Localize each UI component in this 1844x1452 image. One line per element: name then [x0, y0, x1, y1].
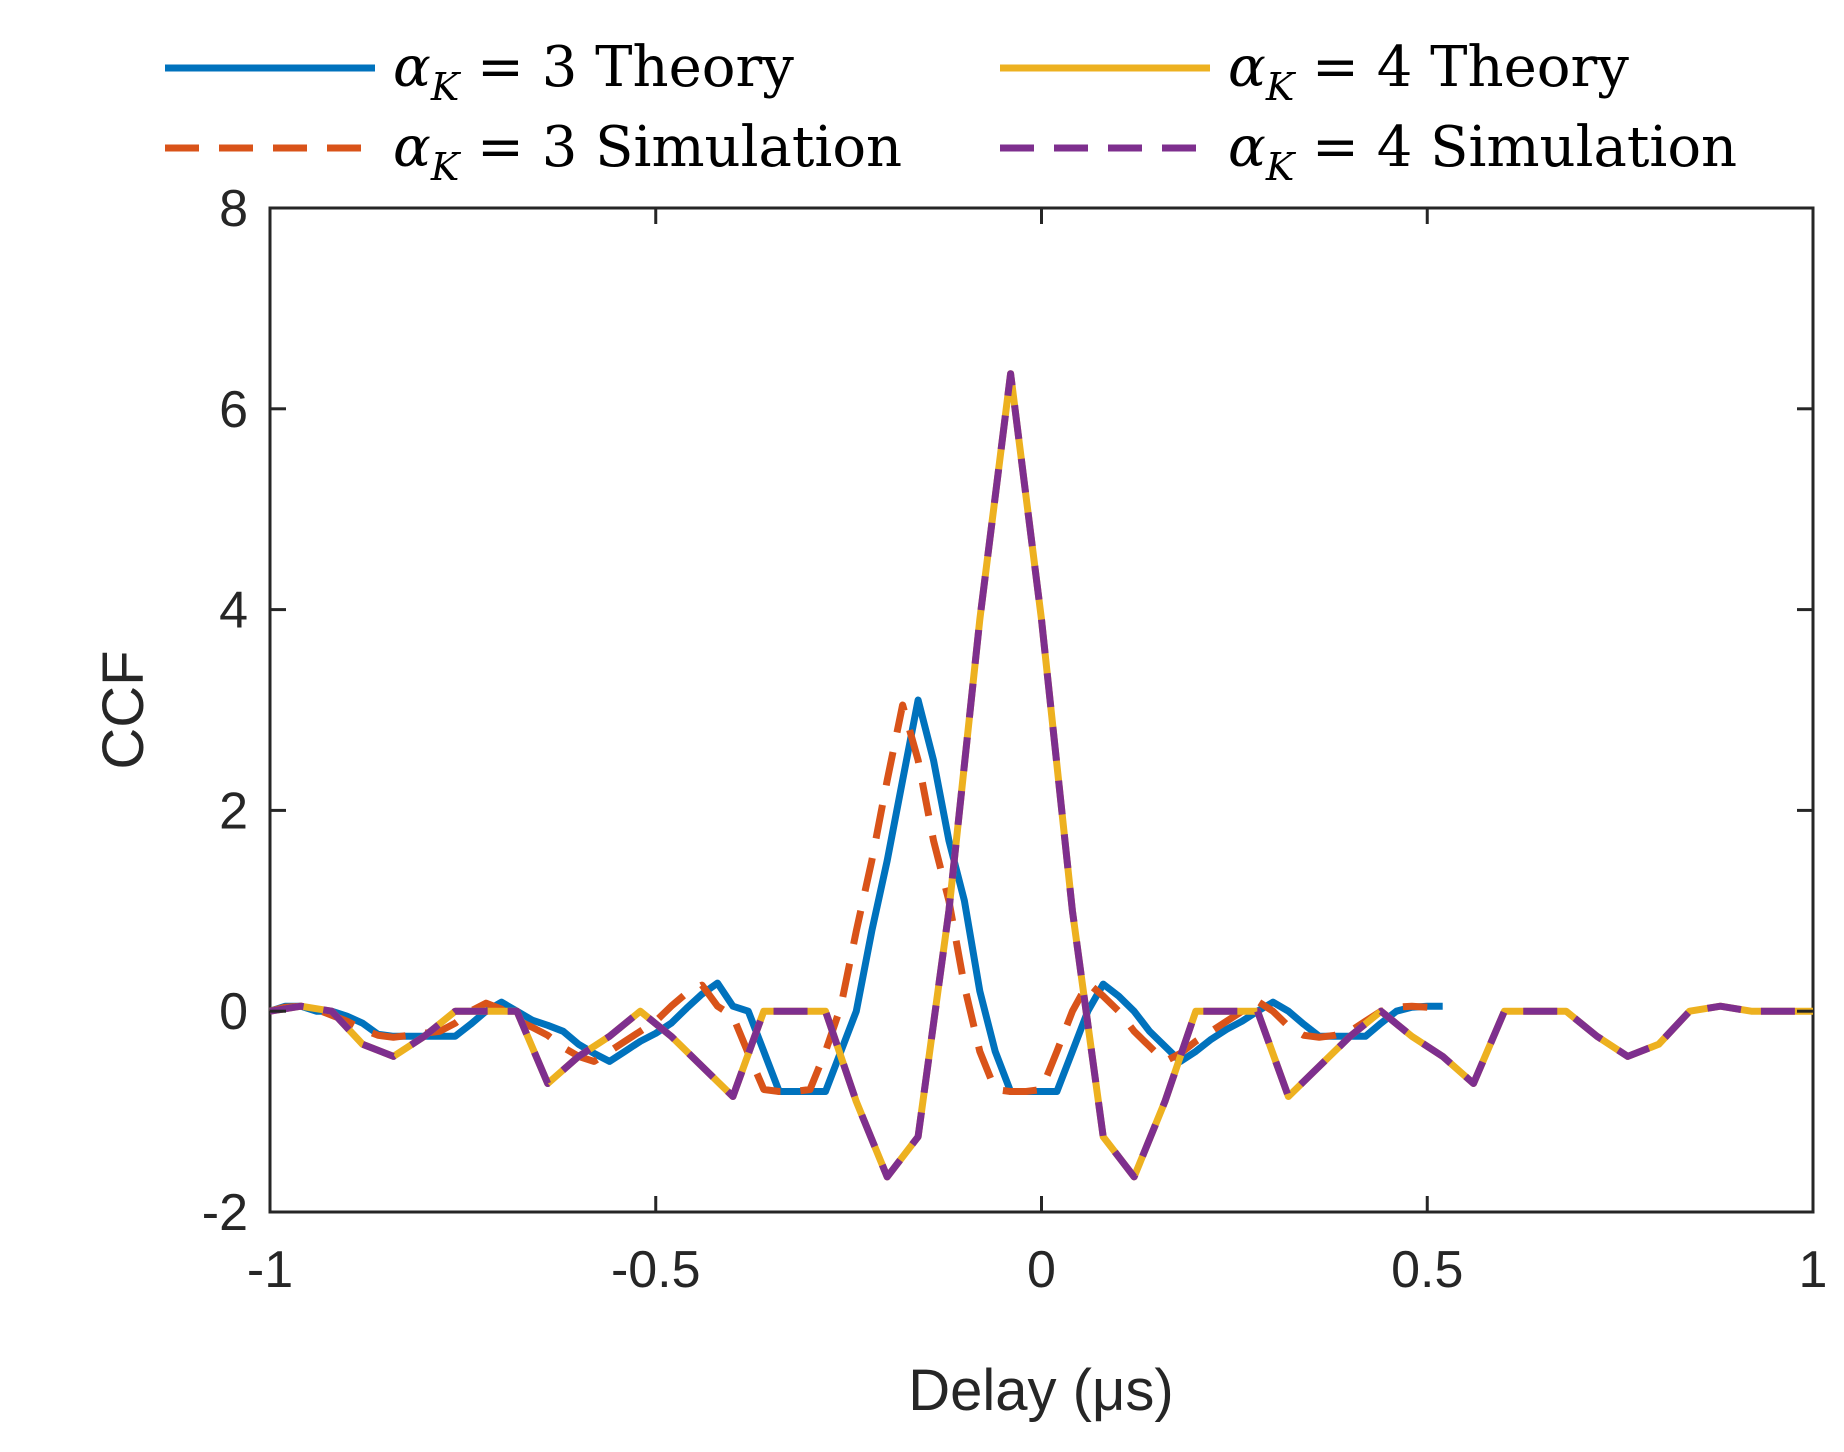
legend-label: αK = 4 Theory — [1228, 35, 1629, 109]
series-line-alpha3-theory — [268, 696, 1443, 1095]
x-tick-label: 0 — [1027, 1241, 1056, 1299]
axes-box — [268, 206, 1815, 1214]
y-tick-label: 0 — [219, 983, 248, 1041]
series-line-alpha4-simulation — [269, 370, 1813, 1181]
legend-subscript: K — [1265, 65, 1297, 109]
ticks-layer: -1 -0.5 0 0.5 1 -2 0 2 4 6 8 — [202, 180, 1828, 1299]
x-tick-label: 0.5 — [1391, 1241, 1463, 1299]
legend-subscript: K — [1265, 145, 1297, 189]
legend-subscript: K — [430, 145, 462, 189]
series-line-alpha3-simulation — [269, 701, 1428, 1095]
legend-alpha: α — [1228, 115, 1266, 180]
x-tick-label: -0.5 — [611, 1241, 701, 1299]
legend-label: αK = 4 Simulation — [1228, 115, 1737, 189]
legend-alpha: α — [393, 35, 431, 100]
x-tick-label: 1 — [1799, 1241, 1828, 1299]
legend-alpha: α — [393, 115, 431, 180]
legend-text: = 3 Simulation — [459, 115, 902, 180]
y-axis-title: CCF — [91, 650, 156, 769]
y-tick-label: 2 — [219, 782, 248, 840]
legend-text: = 4 Theory — [1294, 35, 1629, 100]
plot-area: -1 -0.5 0 0.5 1 -2 0 2 4 6 8 — [202, 180, 1828, 1299]
y-tick-label: 8 — [219, 180, 248, 238]
legend-entry: αK = 3 Theory — [165, 35, 794, 109]
y-tick-label: 6 — [219, 381, 248, 439]
legend-alpha: α — [1228, 35, 1266, 100]
x-axis-title: Delay (μs) — [908, 1358, 1173, 1423]
legend-text: = 3 Theory — [459, 35, 794, 100]
x-tick-label: -1 — [247, 1241, 293, 1299]
y-tick-label: -2 — [202, 1184, 248, 1242]
legend-subscript: K — [430, 65, 462, 109]
series-layer — [268, 370, 1813, 1181]
legend-entry: αK = 3 Simulation — [165, 115, 902, 189]
legend-entry: αK = 4 Simulation — [1000, 115, 1737, 189]
legend-label: αK = 3 Theory — [393, 35, 794, 109]
y-tick-label: 4 — [219, 582, 248, 640]
legend-text: = 4 Simulation — [1294, 115, 1737, 180]
legend-label: αK = 3 Simulation — [393, 115, 902, 189]
legend-entry: αK = 4 Theory — [1000, 35, 1629, 109]
